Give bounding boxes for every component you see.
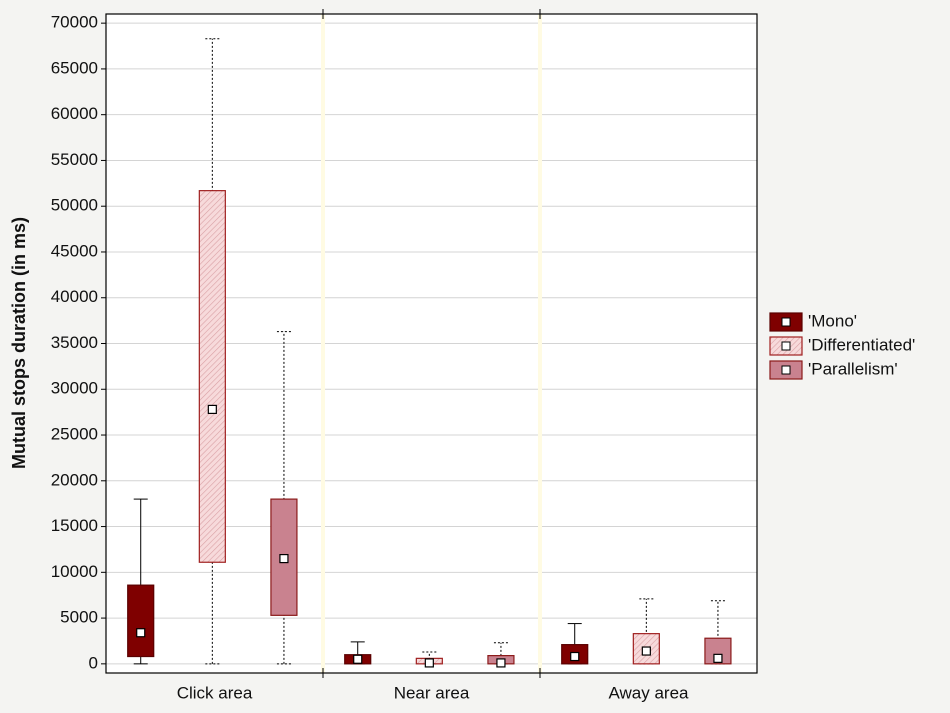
y-tick-label: 0	[89, 653, 98, 672]
y-tick-label: 15000	[51, 516, 98, 535]
panel-divider	[321, 14, 325, 673]
mean-point	[641, 646, 651, 656]
panel-divider	[538, 14, 542, 673]
mean-point	[353, 654, 363, 664]
y-tick-label: 70000	[51, 13, 98, 32]
y-tick-label: 45000	[51, 241, 98, 260]
legend-point	[781, 341, 791, 351]
plot-frame	[105, 13, 758, 674]
mean-point	[713, 653, 723, 663]
y-tick-label: 40000	[51, 287, 98, 306]
y-tick-label: 20000	[51, 470, 98, 489]
y-tick-label: 30000	[51, 379, 98, 398]
legend-label: 'Parallelism'	[808, 359, 898, 378]
y-tick-label: 60000	[51, 104, 98, 123]
y-axis-label: Mutual stops duration (in ms)	[9, 217, 29, 469]
mean-point	[136, 628, 146, 638]
y-tick-label: 5000	[60, 608, 98, 627]
y-tick-label: 25000	[51, 425, 98, 444]
y-tick-label: 55000	[51, 150, 98, 169]
x-tick-label: Click area	[177, 683, 253, 702]
mean-point	[279, 553, 289, 564]
legend-point	[781, 365, 791, 375]
y-tick-label: 50000	[51, 196, 98, 215]
mean-point	[496, 658, 506, 668]
legend-label: 'Differentiated'	[808, 335, 915, 354]
x-tick-label: Near area	[394, 683, 470, 702]
legend-point	[781, 317, 791, 327]
box	[198, 190, 226, 563]
mean-point	[570, 651, 580, 662]
x-tick-label: Away area	[608, 683, 689, 702]
legend-label: 'Mono'	[808, 311, 857, 330]
mean-point	[424, 658, 434, 668]
mean-point	[207, 404, 217, 414]
y-tick-label: 35000	[51, 333, 98, 352]
y-tick-label: 65000	[51, 58, 98, 77]
box	[127, 584, 155, 658]
y-tick-label: 10000	[51, 562, 98, 581]
